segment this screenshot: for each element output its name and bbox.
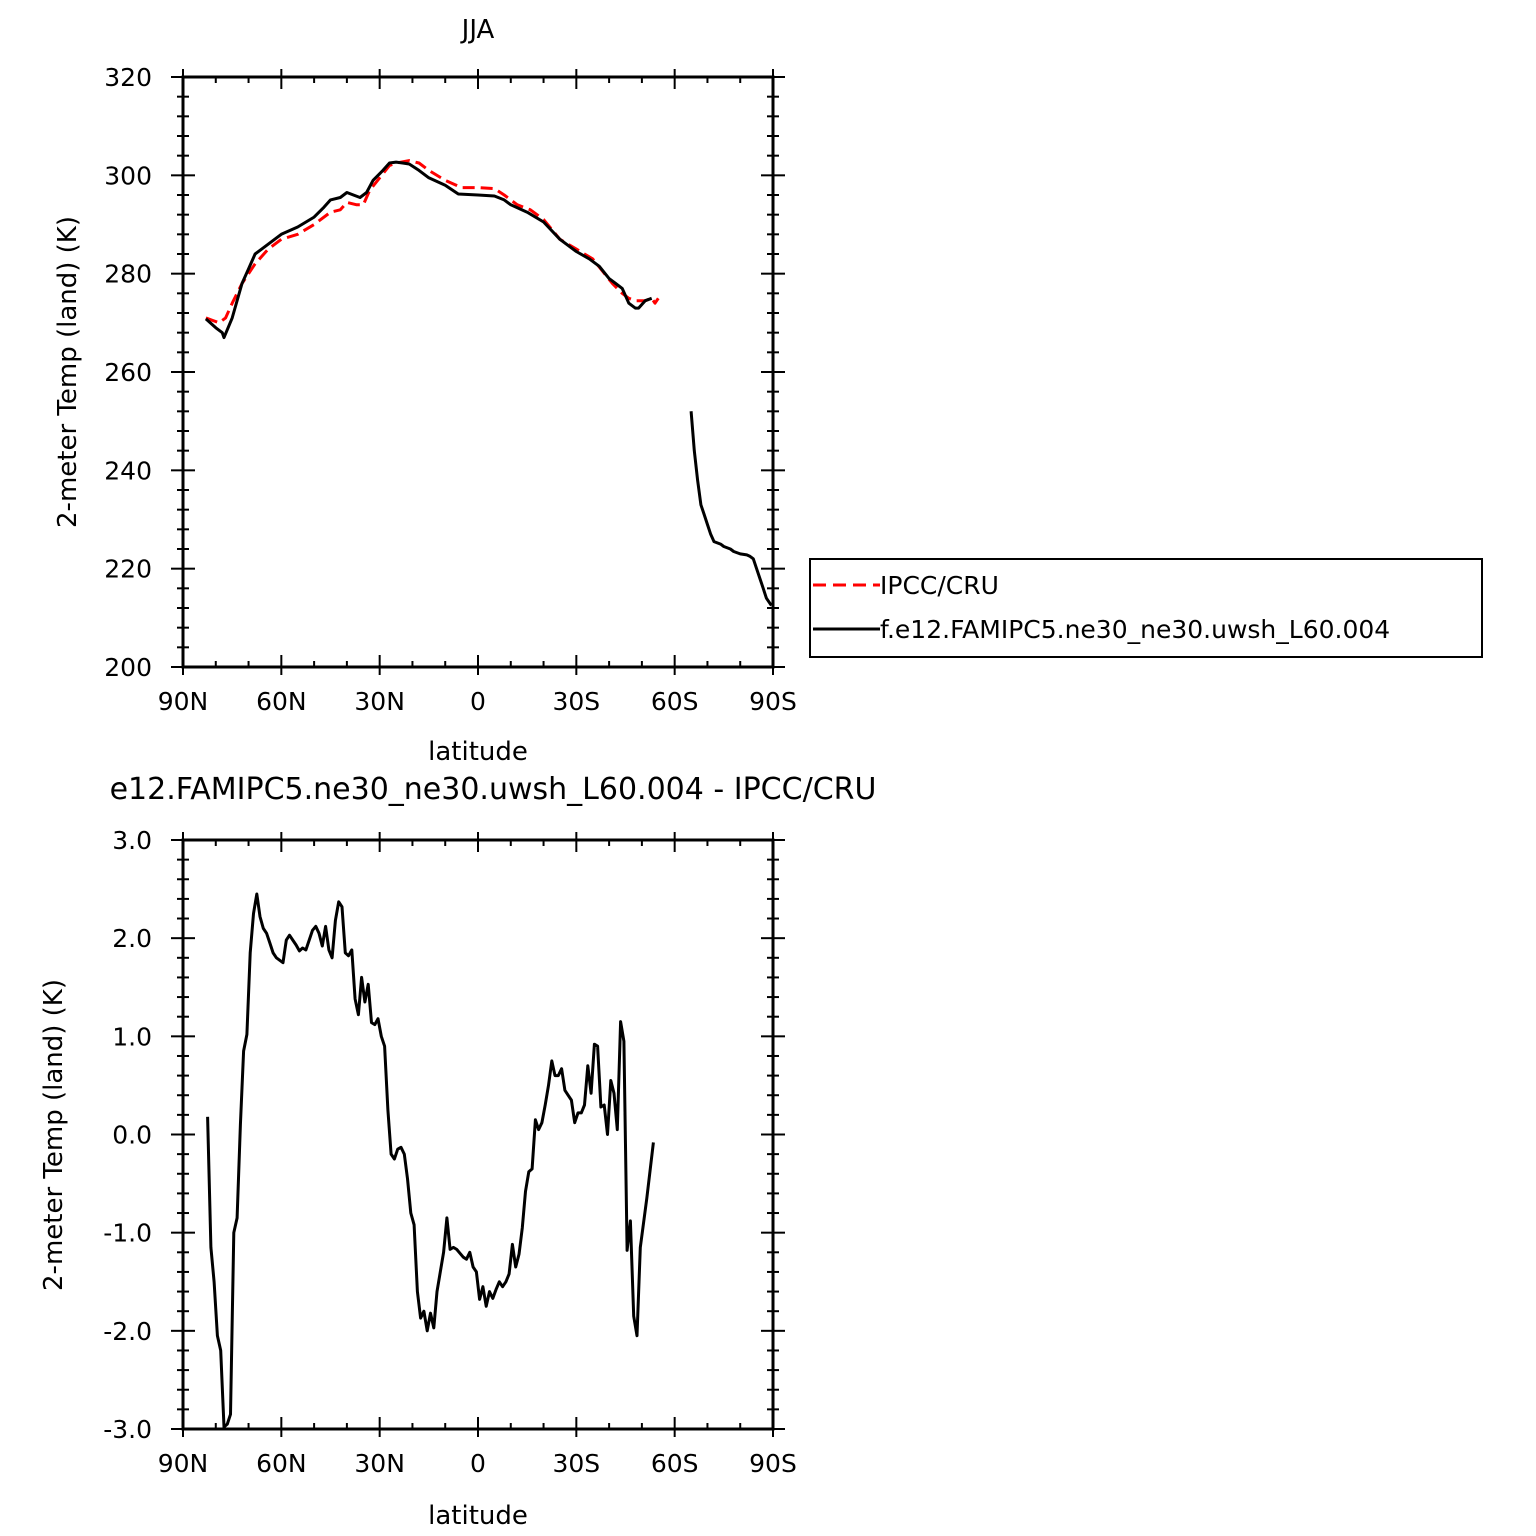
- top-chart-x-tick-label: 90N: [158, 687, 209, 716]
- top-chart-x-axis-label: latitude: [428, 737, 528, 767]
- top-chart-series-line-1: [204, 160, 653, 340]
- top-chart-x-tick-label: 30N: [354, 687, 405, 716]
- bottom-chart-x-axis-label: latitude: [428, 1501, 528, 1531]
- top-chart-x-tick-label: 60S: [651, 687, 699, 716]
- top-chart-y-tick-label: 320: [104, 63, 152, 92]
- bottom-chart-title: e12.FAMIPC5.ne30_ne30.uwsh_L60.004 - IPC…: [110, 772, 877, 807]
- top-chart-plot-frame: [181, 75, 775, 669]
- legend-box: [809, 558, 1483, 658]
- top-chart-x-tick-label: 30S: [552, 687, 600, 716]
- bottom-chart-plot-frame: [181, 838, 775, 1431]
- legend-label-model: f.e12.FAMIPC5.ne30_ne30.uwsh_L60.004: [880, 615, 1390, 644]
- top-chart-series-line-0: [205, 159, 660, 325]
- bottom-chart-y-axis-label: 2-meter Temp (land) (K): [39, 979, 69, 1291]
- bottom-chart-y-tick-label: 1.0: [112, 1022, 152, 1051]
- bottom-chart-x-tick-label: 60S: [651, 1449, 699, 1478]
- top-chart-y-tick-label: 240: [104, 456, 152, 485]
- bottom-chart-y-tick-label: -3.0: [103, 1415, 152, 1444]
- top-chart-title: JJA: [460, 15, 495, 45]
- bottom-chart-x-tick-label: 60N: [256, 1449, 307, 1478]
- bottom-chart: e12.FAMIPC5.ne30_ne30.uwsh_L60.004 - IPC…: [39, 772, 876, 1531]
- top-chart-x-tick-label: 60N: [256, 687, 307, 716]
- top-chart-y-tick-label: 220: [104, 555, 152, 584]
- bottom-chart-x-tick-label: 90S: [749, 1449, 797, 1478]
- top-chart-y-tick-label: 300: [104, 161, 152, 190]
- top-chart-x-tick-label: 90S: [749, 687, 797, 716]
- top-chart: JJA 2-meter Temp (land) (K) latitude 90N…: [53, 15, 797, 767]
- top-chart-y-tick-label: 200: [104, 653, 152, 682]
- legend: IPCC/CRU f.e12.FAMIPC5.ne30_ne30.uwsh_L6…: [809, 558, 1483, 658]
- bottom-chart-x-tick-label: 90N: [158, 1449, 209, 1478]
- bottom-chart-y-tick-label: -1.0: [103, 1219, 152, 1248]
- top-chart-y-tick-label: 280: [104, 260, 152, 289]
- top-chart-y-axis-label: 2-meter Temp (land) (K): [53, 216, 83, 528]
- top-chart-series-line-2: [689, 411, 773, 607]
- top-chart-y-tick-label: 260: [104, 358, 152, 387]
- top-chart-x-tick-label: 0: [470, 687, 486, 716]
- bottom-chart-y-tick-label: 0.0: [112, 1121, 152, 1150]
- bottom-chart-y-tick-label: 2.0: [112, 924, 152, 953]
- bottom-chart-x-tick-label: 30N: [354, 1449, 405, 1478]
- legend-label-ipcc-cru: IPCC/CRU: [880, 571, 999, 600]
- bottom-chart-x-tick-label: 30S: [552, 1449, 600, 1478]
- bottom-chart-y-tick-label: -2.0: [103, 1317, 152, 1346]
- bottom-chart-x-tick-label: 0: [470, 1449, 486, 1478]
- bottom-chart-series-line-0: [206, 892, 655, 1429]
- bottom-chart-y-tick-label: 3.0: [112, 826, 152, 855]
